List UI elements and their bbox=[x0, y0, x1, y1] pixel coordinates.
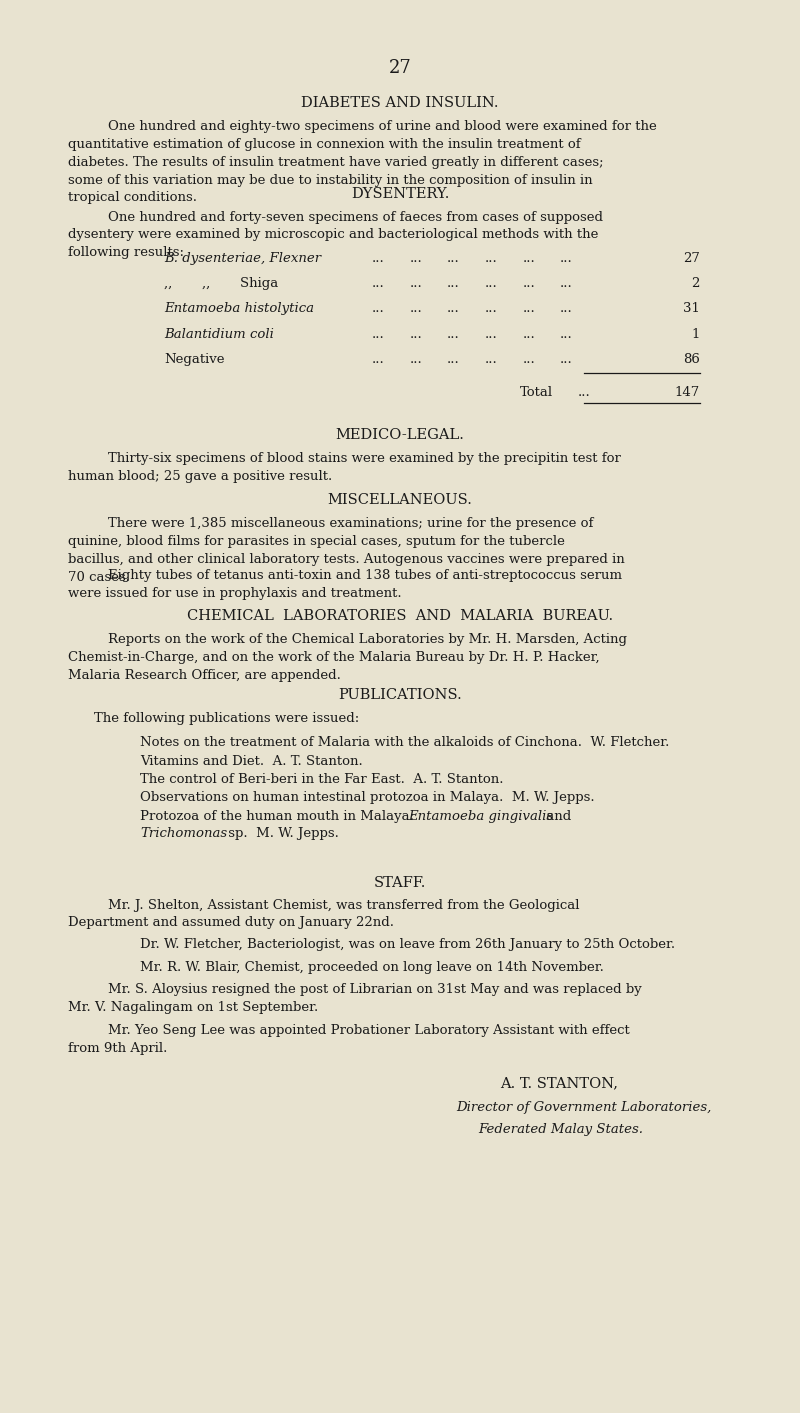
Text: Observations on human intestinal protozoa in Malaya.  M. W. Jepps.: Observations on human intestinal protozo… bbox=[140, 791, 594, 804]
Text: 27: 27 bbox=[683, 252, 700, 264]
Text: bacillus, and other clinical laboratory tests. Autogenous vaccines were prepared: bacillus, and other clinical laboratory … bbox=[68, 552, 625, 565]
Text: Mr. R. W. Blair, Chemist, proceeded on long leave on 14th November.: Mr. R. W. Blair, Chemist, proceeded on l… bbox=[140, 961, 604, 974]
Text: 147: 147 bbox=[674, 386, 700, 398]
Text: Federated Malay States.: Federated Malay States. bbox=[478, 1123, 643, 1136]
Text: and: and bbox=[542, 810, 571, 822]
Text: There were 1,385 miscellaneous examinations; urine for the presence of: There were 1,385 miscellaneous examinati… bbox=[108, 517, 594, 530]
Text: Balantidium coli: Balantidium coli bbox=[164, 328, 274, 341]
Text: Thirty-six specimens of blood stains were examined by the precipitin test for: Thirty-six specimens of blood stains wer… bbox=[108, 452, 621, 465]
Text: human blood; 25 gave a positive result.: human blood; 25 gave a positive result. bbox=[68, 471, 332, 483]
Text: Dr. W. Fletcher, Bacteriologist, was on leave from 26th January to 25th October.: Dr. W. Fletcher, Bacteriologist, was on … bbox=[140, 938, 675, 951]
Text: ...: ... bbox=[560, 302, 573, 315]
Text: ...: ... bbox=[372, 353, 385, 366]
Text: The following publications were issued:: The following publications were issued: bbox=[94, 712, 360, 725]
Text: ...: ... bbox=[560, 277, 573, 290]
Text: ...: ... bbox=[410, 302, 422, 315]
Text: Trichomonas: Trichomonas bbox=[140, 828, 227, 841]
Text: ...: ... bbox=[372, 252, 385, 264]
Text: ...: ... bbox=[447, 252, 460, 264]
Text: ...: ... bbox=[522, 328, 535, 341]
Text: Director of Government Laboratories,: Director of Government Laboratories, bbox=[456, 1101, 711, 1113]
Text: MISCELLANEOUS.: MISCELLANEOUS. bbox=[327, 493, 473, 507]
Text: STAFF.: STAFF. bbox=[374, 876, 426, 890]
Text: ...: ... bbox=[447, 353, 460, 366]
Text: Entamoeba histolytica: Entamoeba histolytica bbox=[164, 302, 314, 315]
Text: Protozoa of the human mouth in Malaya:: Protozoa of the human mouth in Malaya: bbox=[140, 810, 418, 822]
Text: 31: 31 bbox=[683, 302, 700, 315]
Text: were issued for use in prophylaxis and treatment.: were issued for use in prophylaxis and t… bbox=[68, 588, 402, 601]
Text: quinine, blood films for parasites in special cases, sputum for the tubercle: quinine, blood films for parasites in sp… bbox=[68, 536, 565, 548]
Text: tropical conditions.: tropical conditions. bbox=[68, 191, 197, 205]
Text: MEDICO-LEGAL.: MEDICO-LEGAL. bbox=[335, 428, 465, 442]
Text: diabetes. The results of insulin treatment have varied greatly in different case: diabetes. The results of insulin treatme… bbox=[68, 155, 604, 168]
Text: from 9th April.: from 9th April. bbox=[68, 1043, 167, 1056]
Text: ...: ... bbox=[485, 353, 498, 366]
Text: 86: 86 bbox=[683, 353, 700, 366]
Text: Negative: Negative bbox=[164, 353, 225, 366]
Text: B. dysenteriae, Flexner: B. dysenteriae, Flexner bbox=[164, 252, 321, 264]
Text: Chemist-in-Charge, and on the work of the Malaria Bureau by Dr. H. P. Hacker,: Chemist-in-Charge, and on the work of th… bbox=[68, 651, 600, 664]
Text: ...: ... bbox=[485, 302, 498, 315]
Text: DIABETES AND INSULIN.: DIABETES AND INSULIN. bbox=[302, 96, 498, 110]
Text: PUBLICATIONS.: PUBLICATIONS. bbox=[338, 688, 462, 702]
Text: ...: ... bbox=[447, 277, 460, 290]
Text: 70 cases.: 70 cases. bbox=[68, 571, 130, 584]
Text: Mr. Yeo Seng Lee was appointed Probationer Laboratory Assistant with effect: Mr. Yeo Seng Lee was appointed Probation… bbox=[108, 1024, 630, 1037]
Text: Notes on the treatment of Malaria with the alkaloids of Cinchona.  W. Fletcher.: Notes on the treatment of Malaria with t… bbox=[140, 736, 670, 749]
Text: ...: ... bbox=[560, 328, 573, 341]
Text: Mr. V. Nagalingam on 1st September.: Mr. V. Nagalingam on 1st September. bbox=[68, 1002, 318, 1015]
Text: dysentery were examined by microscopic and bacteriological methods with the: dysentery were examined by microscopic a… bbox=[68, 229, 598, 242]
Text: ...: ... bbox=[372, 277, 385, 290]
Text: some of this variation may be due to instability in the composition of insulin i: some of this variation may be due to ins… bbox=[68, 174, 593, 187]
Text: sp.  M. W. Jepps.: sp. M. W. Jepps. bbox=[224, 828, 339, 841]
Text: Total: Total bbox=[520, 386, 553, 398]
Text: ...: ... bbox=[447, 302, 460, 315]
Text: ...: ... bbox=[560, 353, 573, 366]
Text: One hundred and eighty-two specimens of urine and blood were examined for the: One hundred and eighty-two specimens of … bbox=[108, 120, 657, 133]
Text: ...: ... bbox=[410, 328, 422, 341]
Text: Vitamins and Diet.  A. T. Stanton.: Vitamins and Diet. A. T. Stanton. bbox=[140, 755, 362, 767]
Text: 1: 1 bbox=[692, 328, 700, 341]
Text: ...: ... bbox=[447, 328, 460, 341]
Text: Department and assumed duty on January 22nd.: Department and assumed duty on January 2… bbox=[68, 917, 394, 930]
Text: ...: ... bbox=[522, 252, 535, 264]
Text: One hundred and forty-seven specimens of faeces from cases of supposed: One hundred and forty-seven specimens of… bbox=[108, 211, 603, 223]
Text: ...: ... bbox=[372, 302, 385, 315]
Text: ,,       ,,       Shiga: ,, ,, Shiga bbox=[164, 277, 278, 290]
Text: ...: ... bbox=[485, 277, 498, 290]
Text: ...: ... bbox=[522, 302, 535, 315]
Text: CHEMICAL  LABORATORIES  AND  MALARIA  BUREAU.: CHEMICAL LABORATORIES AND MALARIA BUREAU… bbox=[187, 609, 613, 623]
Text: Malaria Research Officer, are appended.: Malaria Research Officer, are appended. bbox=[68, 668, 341, 681]
Text: ...: ... bbox=[578, 386, 590, 398]
Text: ...: ... bbox=[410, 277, 422, 290]
Text: Reports on the work of the Chemical Laboratories by Mr. H. Marsden, Acting: Reports on the work of the Chemical Labo… bbox=[108, 633, 627, 646]
Text: Entamoeba gingivalis: Entamoeba gingivalis bbox=[408, 810, 553, 822]
Text: DYSENTERY.: DYSENTERY. bbox=[351, 187, 449, 201]
Text: ...: ... bbox=[485, 252, 498, 264]
Text: ...: ... bbox=[410, 252, 422, 264]
Text: ...: ... bbox=[522, 353, 535, 366]
Text: A. T. STANTON,: A. T. STANTON, bbox=[500, 1077, 618, 1091]
Text: 27: 27 bbox=[389, 59, 411, 78]
Text: quantitative estimation of glucose in connexion with the insulin treatment of: quantitative estimation of glucose in co… bbox=[68, 138, 581, 151]
Text: Mr. S. Aloysius resigned the post of Librarian on 31st May and was replaced by: Mr. S. Aloysius resigned the post of Lib… bbox=[108, 983, 642, 996]
Text: The control of Beri-beri in the Far East.  A. T. Stanton.: The control of Beri-beri in the Far East… bbox=[140, 773, 503, 786]
Text: following results:: following results: bbox=[68, 246, 184, 259]
Text: Eighty tubes of tetanus anti-toxin and 138 tubes of anti-streptococcus serum: Eighty tubes of tetanus anti-toxin and 1… bbox=[108, 569, 622, 582]
Text: ...: ... bbox=[522, 277, 535, 290]
Text: ...: ... bbox=[485, 328, 498, 341]
Text: ...: ... bbox=[560, 252, 573, 264]
Text: 2: 2 bbox=[692, 277, 700, 290]
Text: ...: ... bbox=[410, 353, 422, 366]
Text: ...: ... bbox=[372, 328, 385, 341]
Text: Mr. J. Shelton, Assistant Chemist, was transferred from the Geological: Mr. J. Shelton, Assistant Chemist, was t… bbox=[108, 899, 579, 911]
